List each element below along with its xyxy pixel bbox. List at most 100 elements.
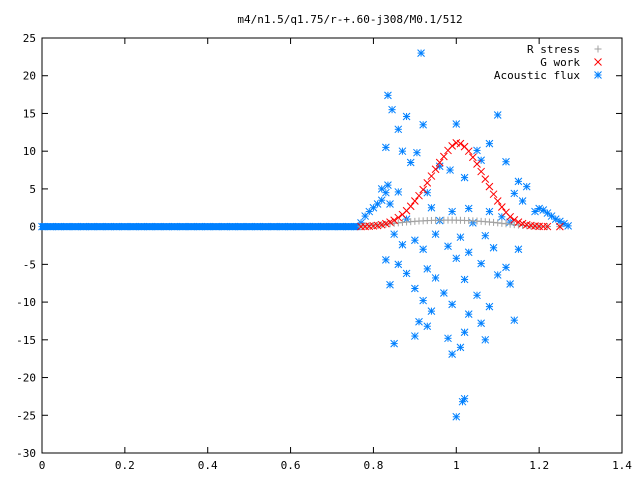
data-point <box>96 222 104 231</box>
data-point <box>477 259 485 268</box>
data-point <box>456 233 465 242</box>
data-point <box>485 207 494 216</box>
data-point <box>506 212 514 221</box>
data-point <box>228 222 237 231</box>
x-tick-labels: 0 0.2 0.4 0.6 0.8 1 1.2 1.4 <box>39 459 633 472</box>
y-tick-label: -10 <box>16 296 36 309</box>
data-point <box>493 271 502 279</box>
data-point <box>388 105 396 114</box>
data-point <box>179 222 187 231</box>
data-point <box>402 269 411 278</box>
data-point <box>390 216 398 225</box>
data-point <box>390 339 398 348</box>
data-point <box>464 248 473 257</box>
data-point <box>473 160 481 168</box>
data-point <box>510 189 519 198</box>
data-point <box>220 222 229 231</box>
data-point <box>440 152 448 161</box>
data-point <box>498 212 506 221</box>
y-tick-label: -20 <box>16 372 36 385</box>
data-point <box>502 157 510 166</box>
data-point <box>311 222 320 231</box>
data-point <box>458 397 467 406</box>
data-point <box>382 143 390 152</box>
data-point <box>543 222 552 231</box>
data-point <box>245 222 253 231</box>
data-point <box>456 139 465 148</box>
axis-ticks <box>41 37 623 454</box>
data-point <box>510 215 519 224</box>
x-tick-label: 1.2 <box>529 459 549 472</box>
data-point <box>203 222 212 231</box>
chart-title: m4/n1.5/q1.75/r-+.60-j308/M0.1/512 <box>237 13 462 26</box>
x-tick-label: 0.8 <box>363 459 383 472</box>
legend-label: Acoustic flux <box>494 69 580 82</box>
data-point <box>212 222 220 231</box>
data-point <box>452 120 461 128</box>
data-point <box>162 222 171 231</box>
data-point <box>336 222 345 231</box>
y-tick-labels: -30 -25 -20 -15 -10 -5 0 5 10 15 20 25 <box>16 32 36 460</box>
data-point <box>394 125 403 134</box>
data-point <box>448 350 456 359</box>
data-point <box>427 172 436 180</box>
data-point <box>419 185 427 194</box>
data-point <box>303 222 311 231</box>
data-point <box>286 222 295 231</box>
data-point <box>477 319 485 328</box>
data-point <box>460 328 469 337</box>
data-point <box>261 222 270 231</box>
data-point <box>485 139 494 148</box>
data-point <box>431 165 440 174</box>
data-point <box>464 147 473 156</box>
data-point <box>328 222 336 231</box>
data-point <box>373 200 382 208</box>
y-tick-label: 20 <box>23 70 36 83</box>
data-point <box>423 179 432 187</box>
data-point <box>469 153 477 162</box>
y-tick-label: 10 <box>23 145 36 158</box>
data-point <box>406 202 415 211</box>
data-point <box>377 185 386 193</box>
x-tick-label: 1.4 <box>612 459 632 472</box>
data-point <box>237 222 245 231</box>
data-point <box>270 222 278 231</box>
series-g-work <box>357 139 564 231</box>
data-point <box>448 300 456 309</box>
data-point <box>556 222 564 231</box>
data-point <box>154 222 162 231</box>
data-point <box>539 206 548 214</box>
data-point <box>278 222 287 231</box>
data-point <box>444 334 452 343</box>
data-point <box>518 197 527 205</box>
y-tick-label: 5 <box>29 183 36 196</box>
data-point <box>431 274 440 282</box>
data-point <box>473 291 481 300</box>
data-point <box>386 280 394 289</box>
data-point <box>535 204 543 213</box>
data-point <box>464 204 473 213</box>
data-point <box>460 173 469 182</box>
data-point <box>419 296 427 305</box>
data-point <box>394 260 403 269</box>
data-point <box>502 263 510 272</box>
data-point <box>319 222 328 231</box>
data-point <box>464 310 473 319</box>
data-point <box>386 200 394 208</box>
data-point <box>79 222 88 231</box>
legend-marker <box>594 45 602 53</box>
data-point <box>493 111 502 119</box>
data-point <box>446 166 454 174</box>
data-point <box>485 302 494 311</box>
y-tick-label: 0 <box>29 221 36 234</box>
data-point <box>104 222 113 231</box>
data-point <box>344 222 353 231</box>
data-point <box>398 147 407 156</box>
plot-frame <box>41 37 623 454</box>
data-point <box>531 207 539 216</box>
data-point <box>423 188 432 197</box>
data-point <box>435 162 444 171</box>
data-point <box>145 222 154 231</box>
